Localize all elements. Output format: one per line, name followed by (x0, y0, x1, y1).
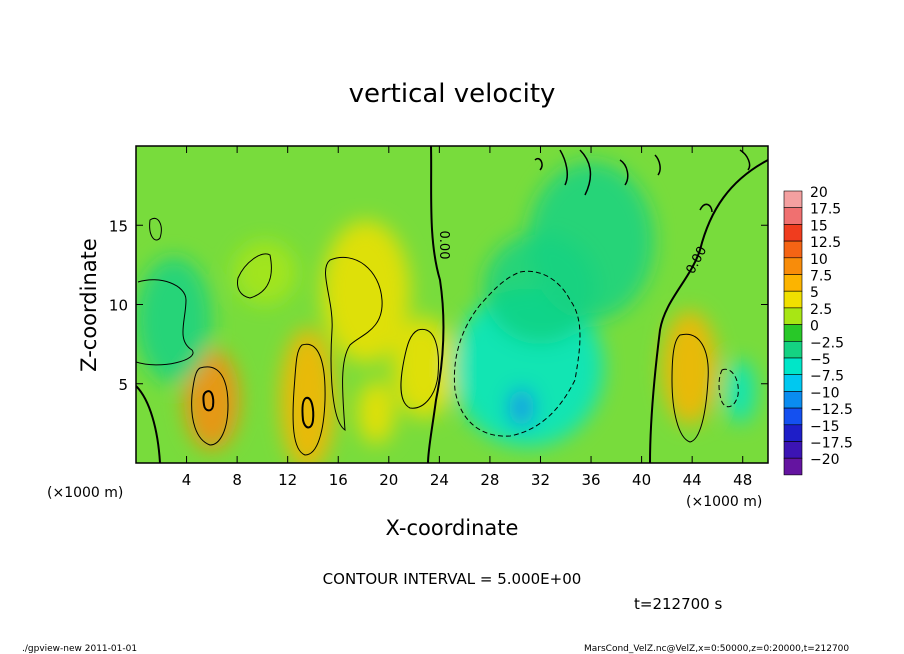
contour-5-c (325, 256, 383, 431)
colorbar-label-12: −10 (810, 385, 840, 401)
contour-top-fragments (534, 149, 751, 213)
y-axis-label: Z-coordinate (77, 238, 101, 372)
x-tick-label-11: 48 (733, 471, 752, 489)
colorbar-label-7: 2.5 (810, 302, 832, 318)
x-axis-label: X-coordinate (386, 516, 519, 540)
colorbar-label-10: −5 (810, 352, 831, 368)
colorbar-swatch-12 (783, 391, 803, 409)
contour-small-a (149, 217, 162, 241)
colorbar-swatch-11 (783, 374, 803, 392)
time-label: t=212700 s (634, 595, 722, 613)
field-blob-11 (527, 161, 655, 321)
field-blob-2 (321, 220, 411, 364)
contour-zero-mid (427, 146, 445, 463)
chart-title: vertical velocity (349, 79, 556, 109)
x-tick-label-1: 8 (232, 471, 242, 489)
colorbar-label-15: −17.5 (810, 436, 853, 452)
contour-lines (136, 146, 768, 463)
x-tick-label-0: 4 (182, 471, 192, 489)
y-axis-ticks: 5 10 15 (109, 217, 768, 394)
field-blob-4 (357, 380, 396, 444)
colorbar-label-9: −2.5 (810, 335, 844, 351)
x-tick-label-4: 20 (379, 471, 398, 489)
contour-5-left (136, 279, 194, 366)
colorbar-swatch-5 (783, 274, 803, 292)
y-tick-label-0: 5 (118, 376, 128, 394)
colorbar-label-3: 12.5 (810, 235, 841, 251)
field-blob-5 (661, 310, 718, 425)
contour-5-d (400, 328, 439, 409)
x-tick-label-3: 16 (329, 471, 348, 489)
x-tick-label-9: 40 (632, 471, 651, 489)
colorbar-label-11: −7.5 (810, 369, 844, 385)
colorbar-swatch-8 (783, 324, 803, 342)
colorbar-label-14: −15 (810, 419, 840, 435)
contour-5-e (237, 253, 272, 299)
contour-interval-label: CONTOUR INTERVAL = 5.000E+00 (323, 570, 582, 588)
x-tick-label-6: 28 (480, 471, 499, 489)
contour-zero-right (649, 159, 768, 463)
plot-background (136, 146, 768, 463)
contour-10-b (301, 396, 315, 429)
colorbar-swatch-0 (783, 190, 803, 209)
x-tick-label-5: 24 (430, 471, 449, 489)
colorbar-label-6: 5 (810, 285, 819, 301)
contour-10-a (202, 390, 215, 412)
contour-5-a (191, 366, 229, 446)
colorbar-swatch-7 (783, 307, 803, 325)
colorbar-label-16: −20 (810, 452, 840, 468)
colorbar: 2017.51512.5107.552.50−2.5−5−7.5−10−12.5… (783, 185, 853, 476)
contour-5-f (671, 333, 709, 443)
colorbar-swatch-10 (783, 357, 803, 376)
plot-area: 0.00 0.00 (136, 146, 768, 463)
colorbar-label-2: 15 (810, 218, 828, 234)
colorbar-swatch-14 (783, 424, 803, 442)
field-blob-6 (233, 241, 297, 305)
x-unit-left: (×1000 m) (47, 485, 123, 501)
colorbar-swatch-6 (783, 290, 803, 309)
y-tick-label-2: 15 (109, 217, 128, 235)
contour-zero-left (136, 385, 161, 463)
y-tick-label-1: 10 (109, 297, 128, 315)
colorbar-swatch-9 (783, 340, 803, 359)
colorbar-swatch-16 (783, 457, 803, 476)
field-blob-10 (725, 359, 756, 424)
contour-neg5-b (718, 368, 739, 408)
colorbar-label-8: 0 (810, 319, 819, 335)
colorbar-swatch-15 (783, 441, 803, 459)
x-tick-label-7: 32 (531, 471, 550, 489)
x-tick-label-2: 12 (278, 471, 297, 489)
colorbar-label-4: 10 (810, 252, 828, 268)
colorbar-label-13: −12.5 (810, 402, 853, 418)
x-tick-label-10: 44 (683, 471, 702, 489)
source-label: MarsCond_VelZ.nc@VelZ,x=0:50000,z=0:2000… (584, 644, 849, 654)
colorbar-swatch-3 (783, 240, 803, 259)
y-unit-right: (×1000 m) (686, 494, 762, 510)
x-tick-label-8: 36 (581, 471, 600, 489)
colorbar-label-5: 7.5 (810, 269, 832, 285)
colorbar-swatch-2 (783, 224, 803, 242)
contour-5-b (292, 343, 326, 456)
colorbar-label-1: 17.5 (810, 202, 841, 218)
colorbar-swatch-1 (783, 207, 803, 225)
field-blob-9 (508, 388, 535, 427)
contour-label-0: 0.00 (436, 231, 451, 260)
x-axis-ticks: 4 8 12 16 20 24 28 32 36 40 44 48 (182, 146, 752, 489)
colorbar-swatch-13 (783, 407, 803, 426)
colorbar-swatch-4 (783, 257, 803, 275)
contour-neg5-a (453, 270, 581, 437)
program-label: ./gpview-new 2011-01-01 (22, 644, 137, 654)
field-blob-1 (280, 328, 336, 463)
colorbar-label-0: 20 (810, 185, 828, 201)
